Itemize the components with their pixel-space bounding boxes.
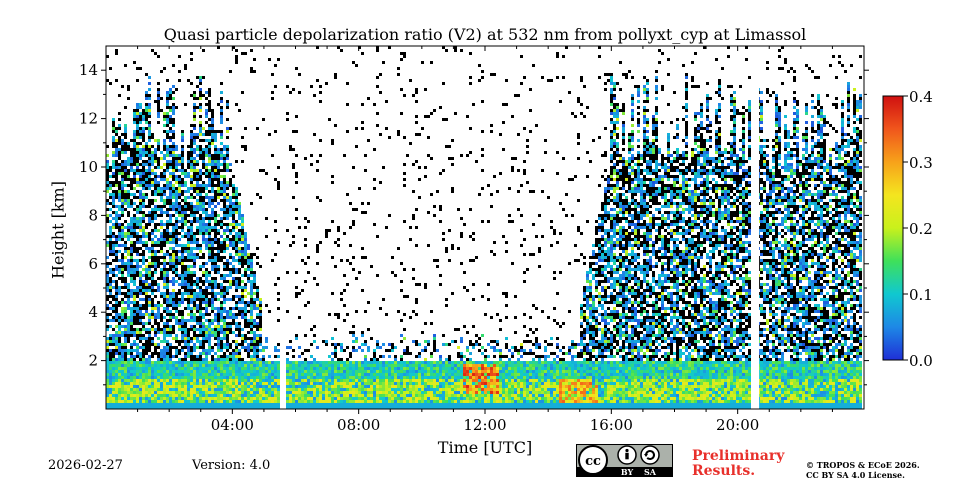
copyright-line-2: CC BY SA 4.0 License. bbox=[806, 470, 905, 480]
y-tick-label: 12 bbox=[79, 110, 98, 128]
colorbar-tick-label: 0.3 bbox=[909, 154, 933, 172]
y-tick-label: 10 bbox=[79, 158, 98, 176]
y-tick-label: 14 bbox=[79, 61, 98, 79]
colorbar-tick-label: 0.0 bbox=[909, 352, 933, 370]
colorbar-ticks: 0.0 0.1 0.2 0.3 0.4 bbox=[903, 88, 933, 370]
x-tick-label: 12:00 bbox=[463, 416, 506, 434]
preliminary-line-1: Preliminary bbox=[692, 448, 785, 464]
x-tick-label: 20:00 bbox=[716, 416, 759, 434]
plot-date: 2026-02-27 bbox=[48, 458, 123, 473]
copyright-note: © TROPOS & ECoE 2026. CC BY SA 4.0 Licen… bbox=[806, 460, 920, 480]
cc-license-badge: cc BY SA bbox=[576, 444, 673, 477]
heatmap-layer bbox=[106, 46, 862, 409]
x-tick-label: 04:00 bbox=[211, 416, 254, 434]
chart-title: Quasi particle depolarization ratio (V2)… bbox=[163, 25, 807, 44]
cc-icon bbox=[578, 445, 608, 475]
data-gap bbox=[280, 46, 286, 409]
axes-layer: 04:00 08:00 12:00 16:00 20:00 2 4 6 8 10 12 14 bbox=[79, 46, 869, 434]
by-text: BY bbox=[621, 467, 634, 477]
share-alike-icon bbox=[640, 445, 660, 465]
colorbar-tick-label: 0.4 bbox=[909, 88, 933, 106]
x-tick-label: 16:00 bbox=[590, 416, 633, 434]
data-gap bbox=[754, 46, 760, 409]
y-tick-label: 8 bbox=[88, 206, 98, 224]
y-tick-label: 2 bbox=[88, 352, 98, 370]
y-tick-label: 6 bbox=[88, 255, 98, 273]
y-tick-label: 4 bbox=[88, 303, 98, 321]
x-tick-label: 08:00 bbox=[337, 416, 380, 434]
preliminary-line-2: Results. bbox=[692, 463, 756, 479]
preliminary-results-note: Preliminary Results. bbox=[692, 449, 784, 479]
colorbar-tick-label: 0.1 bbox=[909, 286, 933, 304]
version-label: Version: 4.0 bbox=[192, 458, 271, 473]
x-axis-label: Time [UTC] bbox=[437, 438, 533, 457]
sa-text: SA bbox=[644, 467, 657, 477]
copyright-line-1: © TROPOS & ECoE 2026. bbox=[806, 460, 920, 470]
colorbar-tick-label: 0.2 bbox=[909, 220, 933, 238]
colorbar bbox=[882, 95, 904, 361]
cc-text: cc bbox=[585, 454, 601, 469]
